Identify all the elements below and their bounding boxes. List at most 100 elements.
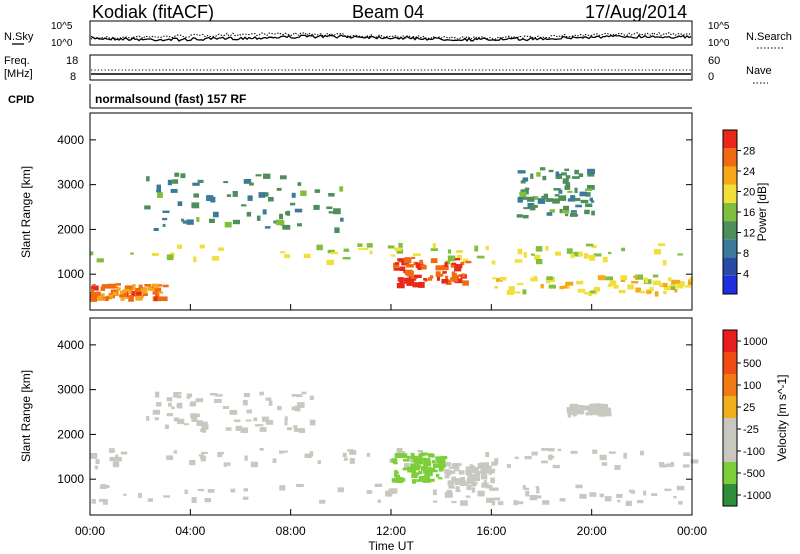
heatmap-cell [257, 424, 264, 427]
heatmap-cell [419, 259, 423, 265]
colorbar-tick-label: -500 [743, 468, 765, 480]
heatmap-cell [211, 256, 220, 261]
nsearch-tick-high: 10^5 [708, 21, 730, 32]
heatmap-cell [163, 495, 171, 498]
heatmap-cell [570, 408, 577, 412]
heatmap-cell [147, 498, 153, 502]
heatmap-cell [138, 284, 143, 289]
heatmap-cell [541, 460, 548, 464]
heatmap-cell [407, 271, 414, 277]
heatmap-cell [159, 296, 168, 302]
velocity-ylabel: Slant Range [km] [19, 370, 33, 462]
heatmap-cell [561, 210, 570, 214]
heatmap-cell [470, 484, 477, 487]
nsky-label: N.Sky [4, 31, 34, 43]
heatmap-cell [259, 391, 264, 396]
heatmap-cell [152, 291, 160, 295]
heatmap-cell [567, 411, 572, 418]
heatmap-cell [458, 470, 465, 475]
heatmap-cell [256, 215, 261, 221]
heatmap-cell [587, 168, 595, 174]
heatmap-cell [146, 176, 150, 182]
heatmap-cell [621, 247, 626, 252]
heatmap-cell [102, 284, 106, 288]
heatmap-cell [412, 458, 420, 463]
heatmap-cell [293, 425, 298, 429]
heatmap-cell [164, 424, 169, 429]
heatmap-cell [485, 245, 489, 251]
heatmap-cell [566, 248, 573, 254]
heatmap-cell [416, 479, 424, 482]
heatmap-cell [309, 451, 314, 457]
heatmap-cell [162, 284, 169, 288]
heatmap-cell [232, 219, 240, 225]
heatmap-cell [579, 493, 587, 499]
heatmap-cell [189, 459, 196, 466]
heatmap-cell [601, 462, 608, 466]
heatmap-cell [339, 186, 344, 192]
heatmap-cell [410, 452, 415, 458]
velocity-heatmap [90, 391, 699, 506]
heatmap-cell [191, 497, 197, 503]
heatmap-cell [591, 405, 598, 410]
heatmap-cell [279, 485, 286, 491]
heatmap-cell [430, 258, 438, 264]
colorbar-tick-label: -25 [743, 424, 759, 436]
heatmap-cell [485, 451, 490, 458]
heatmap-cell [193, 193, 199, 198]
heatmap-cell [123, 288, 130, 292]
heatmap-cell [394, 247, 402, 251]
heatmap-cell [166, 455, 174, 460]
power-ylabel: Slant Range [km] [19, 166, 33, 258]
heatmap-cell [659, 464, 667, 468]
heatmap-cell [469, 474, 474, 479]
heatmap-cell [156, 189, 162, 193]
ytick-label: 3000 [57, 383, 84, 397]
heatmap-cell [123, 292, 128, 297]
heatmap-cell [130, 290, 137, 297]
heatmap-cell [590, 290, 596, 294]
heatmap-cell [418, 470, 423, 475]
station-title: Kodiak (fitACF) [92, 2, 215, 22]
heatmap-cell [470, 466, 474, 470]
heatmap-cell [689, 276, 693, 282]
heatmap-cell [100, 484, 107, 488]
heatmap-cell [405, 264, 414, 268]
heatmap-cell [411, 455, 418, 459]
heatmap-cell [452, 463, 458, 468]
heatmap-cell [243, 392, 250, 398]
heatmap-cell [162, 223, 166, 227]
heatmap-cell [584, 291, 592, 295]
heatmap-cell [127, 289, 132, 294]
heatmap-cell [513, 500, 518, 506]
colorbar-swatch [723, 166, 737, 185]
heatmap-cell [156, 402, 162, 407]
heatmap-cell [176, 395, 182, 399]
heatmap-cell [450, 277, 457, 281]
heatmap-cell [435, 456, 442, 461]
heatmap-cell [166, 397, 173, 402]
colorbar-tick-label: 8 [743, 248, 749, 260]
heatmap-cell [427, 277, 433, 281]
heatmap-cell [553, 188, 561, 191]
heatmap-cell [343, 457, 348, 461]
heatmap-cell [466, 484, 472, 490]
heatmap-cell [469, 464, 473, 467]
heatmap-cell [193, 256, 197, 263]
heatmap-cell [552, 464, 560, 469]
heatmap-cell [570, 253, 575, 259]
heatmap-cell [255, 174, 262, 177]
heatmap-cell [611, 280, 615, 284]
heatmap-cell [456, 250, 464, 253]
heatmap-cell [387, 245, 395, 249]
heatmap-cell [438, 477, 443, 480]
heatmap-cell [558, 189, 563, 194]
heatmap-cell [578, 408, 585, 415]
heatmap-cell [559, 208, 563, 214]
heatmap-cell [144, 284, 151, 287]
heatmap-cell [535, 246, 543, 252]
heatmap-cell [440, 455, 448, 459]
heatmap-cell [349, 458, 355, 464]
heatmap-cell [406, 455, 411, 459]
colorbar-tick-label: 4 [743, 269, 749, 281]
